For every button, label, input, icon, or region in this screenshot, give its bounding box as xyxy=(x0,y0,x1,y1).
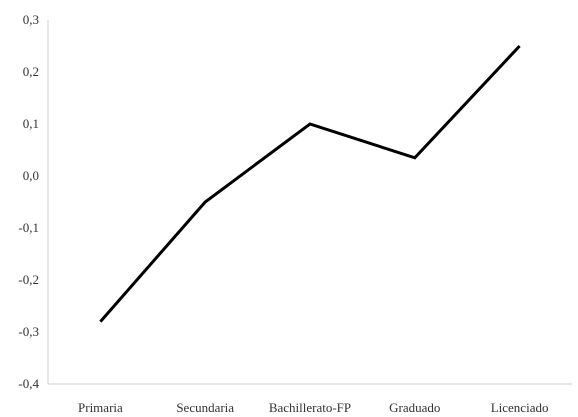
y-tick-label: 0,2 xyxy=(23,64,39,79)
x-tick-labels: Primaria Secundaria Bachillerato-FP Graduad… xyxy=(78,400,548,415)
y-tick-label: -0,3 xyxy=(18,324,39,339)
x-tick-label: Primaria xyxy=(78,400,123,415)
x-tick-label: Licenciado xyxy=(491,400,549,415)
x-tick-label: Bachillerato-FP xyxy=(269,400,351,415)
y-tick-label: -0,4 xyxy=(18,376,39,391)
y-tick-label: 0,0 xyxy=(23,168,39,183)
y-tick-label: 0,1 xyxy=(23,116,39,131)
series-line xyxy=(99,44,521,323)
series-group xyxy=(99,44,521,323)
plot-area: 0,3 0,2 0,1 0,0 -0,1 -0,2 -0,3 -0,4 Primaria Sec… xyxy=(18,12,572,415)
x-tick-label: Secundaria xyxy=(176,400,234,415)
x-tick-label: Graduado xyxy=(389,400,440,415)
y-tick-label: -0,1 xyxy=(18,220,39,235)
y-tick-labels: 0,3 0,2 0,1 0,0 -0,1 -0,2 -0,3 -0,4 xyxy=(18,12,39,391)
y-tick-label: 0,3 xyxy=(23,12,39,27)
y-tick-label: -0,2 xyxy=(18,272,39,287)
